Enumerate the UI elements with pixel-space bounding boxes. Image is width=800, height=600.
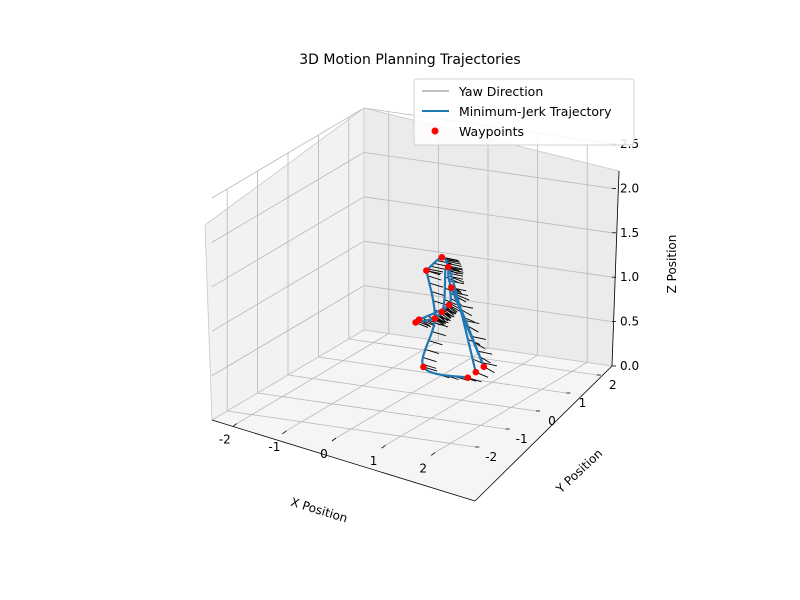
waypoint-marker [480, 363, 488, 370]
yaw-arrow [446, 262, 462, 267]
yaw-arrow [479, 356, 491, 364]
yaw-arrow [428, 340, 443, 346]
x-tick-label: -1 [268, 440, 280, 454]
waypoint-marker [448, 284, 455, 291]
legend-waypoints-label: Waypoints [459, 124, 524, 139]
z-grid-back [363, 285, 613, 322]
yaw-arrow [449, 280, 465, 285]
left-pane [205, 108, 364, 420]
yaw-arrow [436, 316, 446, 324]
back-pane [364, 108, 619, 366]
yaw-arrow [437, 315, 447, 323]
waypoint-marker [438, 308, 446, 316]
y-axis-label: Y Position [553, 446, 606, 496]
yaw-arrow [461, 309, 473, 317]
yaw-arrow [427, 275, 442, 281]
x-tick-mark [282, 430, 287, 435]
z-grid-back [363, 196, 613, 234]
legend-trajectory-label: Minimum-Jerk Trajectory [459, 104, 612, 119]
y-grid-floor [227, 410, 476, 448]
x-axis-line [211, 419, 476, 502]
waypoint-marker [423, 267, 430, 274]
waypoint-marker [431, 315, 439, 322]
legend-yaw-label: Yaw Direction [458, 84, 543, 99]
z-axis-label: Z Position [665, 235, 679, 294]
z-tick-label: 0.5 [620, 315, 639, 329]
yaw-arrow [425, 348, 440, 355]
yaw-arrow [431, 291, 446, 297]
y-grid-floor [257, 392, 506, 430]
z-grid-back [363, 152, 613, 189]
trajectory-path [415, 264, 477, 373]
x-tick-label: 2 [419, 461, 427, 475]
chart-title: 3D Motion Planning Trajectories [299, 52, 520, 68]
waypoint-marker [438, 253, 446, 261]
yaw-arrow [451, 276, 465, 283]
x-tick-label: 1 [370, 454, 378, 468]
yaw-arrow [436, 260, 452, 265]
yaw-arrow [430, 265, 446, 270]
yaw-arrow [418, 321, 432, 328]
waypoint-marker [472, 368, 480, 376]
waypoint-marker [420, 363, 427, 371]
z-grid-left [211, 240, 365, 332]
x-tick-label: 0 [320, 447, 328, 461]
waypoints [412, 253, 488, 382]
waypoint-marker [415, 316, 423, 323]
x-tick-label: -2 [219, 433, 231, 447]
legend-frame [413, 78, 635, 146]
z-grid-left [211, 285, 365, 376]
yaw-arrow [431, 331, 446, 337]
yaw-arrow [444, 308, 455, 316]
yaw-arrow [456, 294, 470, 301]
yaw-arrow [422, 357, 437, 363]
waypoint-marker [445, 301, 453, 309]
yaw-arrow [444, 276, 458, 283]
trajectory-path [421, 270, 468, 379]
yaw-arrow [477, 350, 493, 355]
y-tick-label: -2 [485, 450, 497, 464]
z-grid-left [211, 107, 365, 199]
yaw-arrow [464, 319, 480, 324]
yaw-arrow [445, 258, 461, 263]
z-tick-label: 0.0 [620, 359, 639, 373]
z-axis-line [611, 170, 620, 367]
yaw-arrow [446, 307, 456, 315]
y-tick-label: 1 [579, 396, 587, 410]
legend: Yaw Direction Minimum-Jerk Trajectory Wa… [413, 78, 635, 146]
pane-edges [204, 107, 620, 421]
z-tick-label: 1.0 [620, 270, 639, 284]
waypoint-marker [444, 263, 452, 271]
z-grid-left [211, 152, 365, 243]
x-tick-mark [232, 423, 238, 427]
legend-waypoint-swatch [431, 127, 439, 135]
y-tick-label: 2 [609, 378, 617, 392]
yaw-arrow [446, 260, 462, 265]
yaw-arrow [429, 282, 444, 288]
waypoint-marker [464, 374, 472, 382]
yaw-arrow [444, 257, 459, 262]
y-tick-label: -1 [516, 432, 528, 446]
yaw-arrow [439, 313, 449, 322]
y-axis-line [474, 365, 613, 502]
x-tick-mark [381, 444, 386, 449]
z-grid-left [211, 196, 365, 288]
y-tick-label: 0 [548, 414, 556, 428]
z-tick-label: 2.0 [620, 181, 639, 195]
yaw-arrow [467, 325, 479, 333]
x-axis-label: X Position [289, 495, 349, 526]
z-tick-label: 1.5 [620, 226, 639, 240]
z-grid-back [363, 240, 613, 278]
y-grid-floor [287, 374, 537, 412]
yaw-arrow [428, 268, 444, 273]
x-tick-mark [430, 452, 436, 456]
yaw-arrow [471, 335, 486, 340]
yaw-arrow [482, 362, 498, 367]
yaw-arrow [443, 309, 453, 318]
yaw-arrow [474, 342, 486, 350]
x-tick-mark [331, 437, 337, 442]
